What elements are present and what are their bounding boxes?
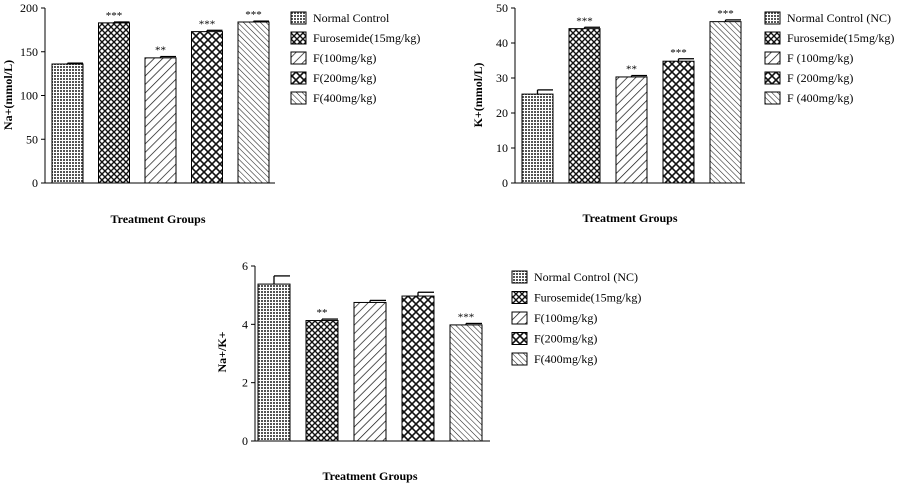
legend-swatch <box>290 51 307 65</box>
bar <box>98 22 130 184</box>
significance-label: ** <box>155 45 166 57</box>
legend-swatch <box>290 31 307 45</box>
significance-label: ** <box>626 64 637 76</box>
y-tick-label: 4 <box>242 317 248 331</box>
legend-label: Normal Control (NC) <box>787 11 891 25</box>
bar <box>449 324 483 442</box>
legend-swatch <box>511 291 528 304</box>
legend-swatch <box>511 311 528 325</box>
bar <box>191 31 223 184</box>
y-axis-label: K+(mmol/L) <box>471 63 485 128</box>
legend-label: Normal Control (NC) <box>534 270 638 284</box>
y-tick-label: 2 <box>242 376 248 390</box>
legend-swatch <box>290 71 307 85</box>
y-tick-label: 20 <box>496 106 508 120</box>
legend-label: F(100mg/kg) <box>313 51 376 65</box>
significance-label: *** <box>458 311 475 323</box>
y-tick-label: 150 <box>20 45 38 59</box>
bar <box>568 28 601 184</box>
significance-label: *** <box>199 18 216 30</box>
y-tick-label: 10 <box>496 141 508 155</box>
legend-label: F(400mg/kg) <box>313 91 376 105</box>
x-axis-label: Treatment Groups <box>583 211 678 225</box>
legend-swatch <box>764 91 781 105</box>
y-tick-label: 30 <box>496 71 508 85</box>
y-tick-label: 40 <box>496 36 508 50</box>
y-tick-label: 50 <box>496 1 508 15</box>
y-tick-label: 100 <box>20 89 38 103</box>
legend-swatch <box>511 352 528 366</box>
legend-swatch <box>290 11 307 25</box>
legend-swatch <box>511 332 528 345</box>
legend-label: Furosemide(15mg/kg) <box>313 31 420 45</box>
y-tick-label: 0 <box>502 176 508 190</box>
bar <box>237 21 270 184</box>
legend-swatch <box>764 31 781 45</box>
legend-label: F(100mg/kg) <box>534 311 597 325</box>
legend-swatch <box>764 11 781 25</box>
significance-label: ** <box>317 307 328 319</box>
y-tick-label: 0 <box>32 176 38 190</box>
bar <box>257 283 291 442</box>
legend-label: F (100mg/kg) <box>787 51 853 65</box>
y-axis-label: Na+(mmol/L) <box>1 60 15 130</box>
legend-swatch <box>511 270 528 284</box>
bar <box>144 57 177 184</box>
significance-label: *** <box>106 10 123 22</box>
bar <box>521 93 554 184</box>
y-tick-label: 50 <box>26 132 38 146</box>
legend-swatch <box>764 51 781 65</box>
legend-swatch <box>290 91 307 105</box>
legend-label: Furosemide(15mg/kg) <box>787 31 894 45</box>
bar <box>662 60 695 184</box>
significance-label: *** <box>670 47 687 59</box>
legend-label: F(200mg/kg) <box>313 71 376 85</box>
x-axis-label: Treatment Groups <box>323 469 418 483</box>
bar <box>305 320 339 442</box>
x-axis-label: Treatment Groups <box>111 212 206 226</box>
significance-label: *** <box>717 8 734 20</box>
significance-label: *** <box>245 9 262 21</box>
bar <box>615 76 648 184</box>
y-tick-label: 200 <box>20 1 38 15</box>
y-tick-label: 0 <box>242 434 248 448</box>
significance-label: *** <box>576 15 593 27</box>
bar <box>51 63 84 184</box>
legend-label: Normal Control <box>313 11 390 25</box>
bar <box>709 21 742 184</box>
legend-label: F (200mg/kg) <box>787 71 853 85</box>
legend-label: F (400mg/kg) <box>787 91 853 105</box>
y-axis-label: Na+/K+ <box>215 331 229 372</box>
y-tick-label: 6 <box>242 259 248 273</box>
legend-label: F(400mg/kg) <box>534 352 597 366</box>
bar <box>353 301 387 442</box>
chart-sodium: 0 50 100 150 200 Na+(mmol/L) Treatment Groups *… <box>1 1 420 226</box>
legend-label: F(200mg/kg) <box>534 332 597 346</box>
legend-swatch <box>764 71 781 85</box>
legend-label: Furosemide(15mg/kg) <box>534 291 641 305</box>
bar <box>401 295 435 442</box>
